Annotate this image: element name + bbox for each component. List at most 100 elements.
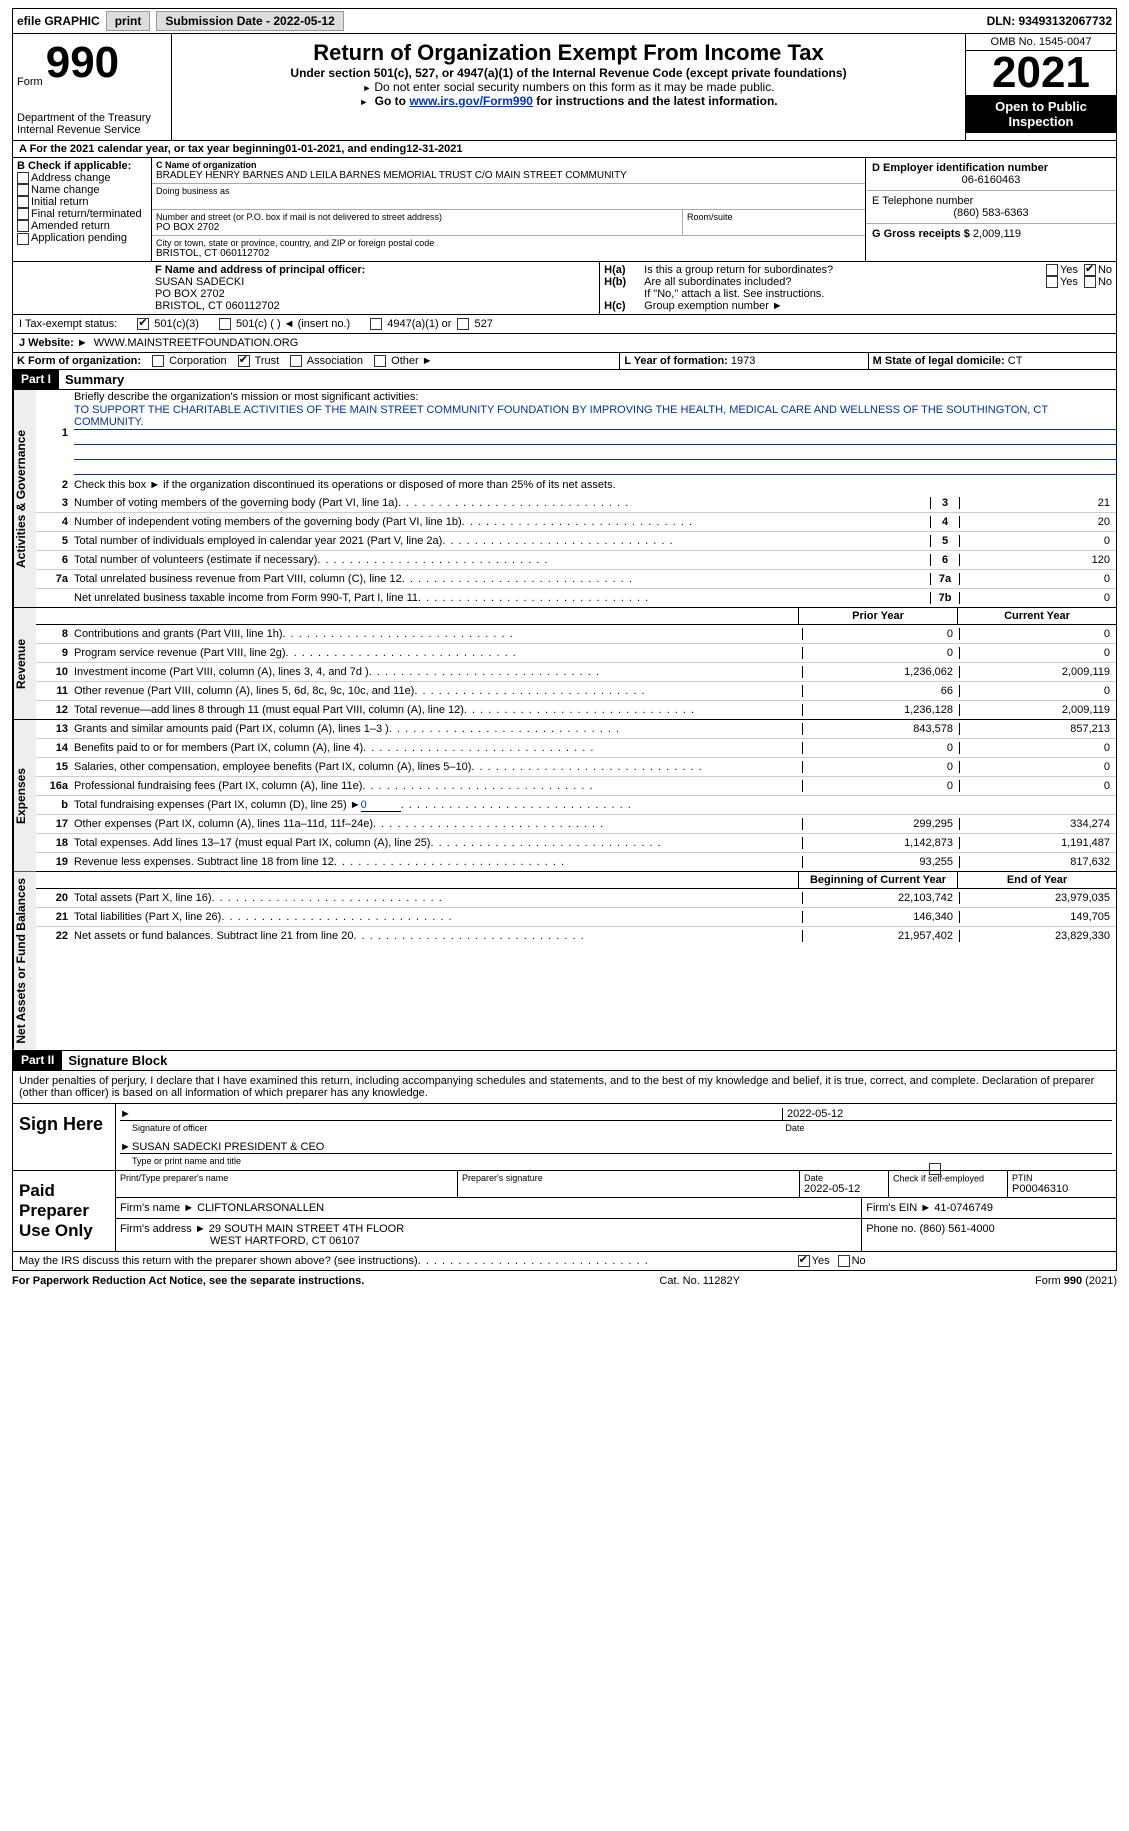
activities-governance: Activities & Governance 1 Briefly descri…: [12, 390, 1117, 608]
irs-label: Internal Revenue Service: [17, 124, 167, 136]
state-domicile: CT: [1008, 355, 1023, 367]
form-header: Form 990 Department of the Treasury Inte…: [12, 34, 1117, 141]
submission-date: Submission Date - 2022-05-12: [156, 11, 343, 31]
form-word: Form: [17, 76, 43, 88]
firm-name: CLIFTONLARSONALLEN: [197, 1202, 324, 1214]
part1-header: Part I Summary: [12, 370, 1117, 390]
line-j: J Website: ► WWW.MAINSTREETFOUNDATION.OR…: [12, 334, 1117, 353]
chk-final[interactable]: [17, 208, 29, 220]
table-row: 18 Total expenses. Add lines 13–17 (must…: [36, 834, 1116, 853]
org-name: BRADLEY HENRY BARNES AND LEILA BARNES ME…: [156, 170, 627, 181]
org-city: BRISTOL, CT 060112702: [156, 248, 269, 259]
sig-date: 2022-05-12: [782, 1108, 1112, 1120]
line-i: I Tax-exempt status: 501(c)(3) 501(c) ( …: [12, 315, 1117, 334]
box-fh-row: F Name and address of principal officer:…: [12, 262, 1117, 315]
chk-address[interactable]: [17, 172, 29, 184]
box-d: D Employer identification number 06-6160…: [866, 158, 1116, 261]
org-street: PO BOX 2702: [156, 222, 219, 233]
line-a: A For the 2021 calendar year, or tax yea…: [12, 141, 1117, 158]
chk-assoc[interactable]: [290, 355, 302, 367]
discuss-yes[interactable]: [798, 1255, 810, 1267]
gross-receipts: 2,009,119: [973, 228, 1021, 240]
open-inspection: Open to Public Inspection: [966, 95, 1116, 133]
table-row: 22 Net assets or fund balances. Subtract…: [36, 927, 1116, 945]
firm-address-2: WEST HARTFORD, CT 06107: [210, 1235, 360, 1247]
chk-other[interactable]: [374, 355, 386, 367]
discuss-no[interactable]: [838, 1255, 850, 1267]
ptin: P00046310: [1012, 1183, 1068, 1195]
table-row: 7a Total unrelated business revenue from…: [36, 570, 1116, 589]
form-number: 990: [46, 38, 119, 87]
chk-4947[interactable]: [370, 318, 382, 330]
box-c: C Name of organization BRADLEY HENRY BAR…: [152, 158, 866, 261]
tab-netassets: Net Assets or Fund Balances: [13, 872, 36, 1050]
paid-preparer-label: Paid Preparer Use Only: [13, 1171, 116, 1251]
efile-label: efile GRAPHIC: [17, 14, 100, 28]
dept-label: Department of the Treasury: [17, 112, 167, 124]
tax-year: 2021: [966, 51, 1116, 95]
dln-label: DLN: 93493132067732: [987, 14, 1112, 28]
firm-ein: 41-0746749: [934, 1202, 993, 1214]
officer-typed-name: SUSAN SADECKI PRESIDENT & CEO: [132, 1141, 1112, 1153]
table-row: 3 Number of voting members of the govern…: [36, 494, 1116, 513]
table-row: 21 Total liabilities (Part X, line 26) 1…: [36, 908, 1116, 927]
table-row: 11 Other revenue (Part VIII, column (A),…: [36, 682, 1116, 701]
chk-amended[interactable]: [17, 220, 29, 232]
chk-trust[interactable]: [238, 355, 250, 367]
table-row: 9 Program service revenue (Part VIII, li…: [36, 644, 1116, 663]
table-row: 6 Total number of volunteers (estimate i…: [36, 551, 1116, 570]
telephone: (860) 583-6363: [872, 207, 1110, 219]
page-footer: For Paperwork Reduction Act Notice, see …: [12, 1271, 1117, 1287]
table-row: 17 Other expenses (Part IX, column (A), …: [36, 815, 1116, 834]
ha-no[interactable]: [1084, 264, 1096, 276]
officer-name: SUSAN SADECKI: [155, 276, 244, 288]
chk-527[interactable]: [457, 318, 469, 330]
form-title: Return of Organization Exempt From Incom…: [180, 40, 957, 66]
table-row: 4 Number of independent voting members o…: [36, 513, 1116, 532]
box-b: B Check if applicable: Address change Na…: [13, 158, 152, 261]
table-row: 19 Revenue less expenses. Subtract line …: [36, 853, 1116, 871]
table-row: 8 Contributions and grants (Part VIII, l…: [36, 625, 1116, 644]
declaration: Under penalties of perjury, I declare th…: [13, 1071, 1116, 1103]
table-row: 20 Total assets (Part X, line 16) 22,103…: [36, 889, 1116, 908]
chk-501c[interactable]: [219, 318, 231, 330]
firm-phone: (860) 561-4000: [919, 1223, 994, 1235]
netassets-section: Net Assets or Fund Balances Beginning of…: [12, 872, 1117, 1051]
tab-activities: Activities & Governance: [13, 390, 36, 607]
sign-here-label: Sign Here: [13, 1104, 116, 1170]
table-row: 16a Professional fundraising fees (Part …: [36, 777, 1116, 796]
hb-no[interactable]: [1084, 276, 1096, 288]
tab-expenses: Expenses: [13, 720, 36, 871]
chk-initial[interactable]: [17, 196, 29, 208]
ein-value: 06-6160463: [872, 174, 1110, 186]
table-row: 15 Salaries, other compensation, employe…: [36, 758, 1116, 777]
form-subtitle-2: Do not enter social security numbers on …: [180, 80, 957, 94]
form-subtitle-3: Go to www.irs.gov/Form990 for instructio…: [180, 94, 957, 108]
discuss-row: May the IRS discuss this return with the…: [12, 1252, 1117, 1271]
hb-yes[interactable]: [1046, 276, 1058, 288]
revenue-section: Revenue Prior Year Current Year 8 Contri…: [12, 608, 1117, 720]
chk-pending[interactable]: [17, 233, 29, 245]
table-row: 13 Grants and similar amounts paid (Part…: [36, 720, 1116, 739]
signature-block: Under penalties of perjury, I declare th…: [12, 1071, 1117, 1252]
table-row: Net unrelated business taxable income fr…: [36, 589, 1116, 607]
ha-yes[interactable]: [1046, 264, 1058, 276]
chk-name[interactable]: [17, 184, 29, 196]
chk-self-employed[interactable]: [929, 1163, 941, 1175]
line-klm: K Form of organization: Corporation Trus…: [12, 353, 1117, 370]
irs-link[interactable]: www.irs.gov/Form990: [409, 94, 533, 108]
website: WWW.MAINSTREETFOUNDATION.ORG: [94, 337, 299, 349]
table-row: 12 Total revenue—add lines 8 through 11 …: [36, 701, 1116, 719]
expenses-section: Expenses 13 Grants and similar amounts p…: [12, 720, 1117, 872]
table-row: 14 Benefits paid to or for members (Part…: [36, 739, 1116, 758]
chk-501c3[interactable]: [137, 318, 149, 330]
table-row: b Total fundraising expenses (Part IX, c…: [36, 796, 1116, 815]
box-bcd-row: B Check if applicable: Address change Na…: [12, 158, 1117, 262]
chk-corp[interactable]: [152, 355, 164, 367]
mission-text: TO SUPPORT THE CHARITABLE ACTIVITIES OF …: [74, 403, 1116, 430]
table-row: 5 Total number of individuals employed i…: [36, 532, 1116, 551]
firm-address-1: 29 SOUTH MAIN STREET 4TH FLOOR: [209, 1223, 404, 1235]
part2-header: Part II Signature Block: [12, 1051, 1117, 1071]
print-button[interactable]: print: [106, 11, 151, 31]
form-subtitle-1: Under section 501(c), 527, or 4947(a)(1)…: [180, 66, 957, 80]
